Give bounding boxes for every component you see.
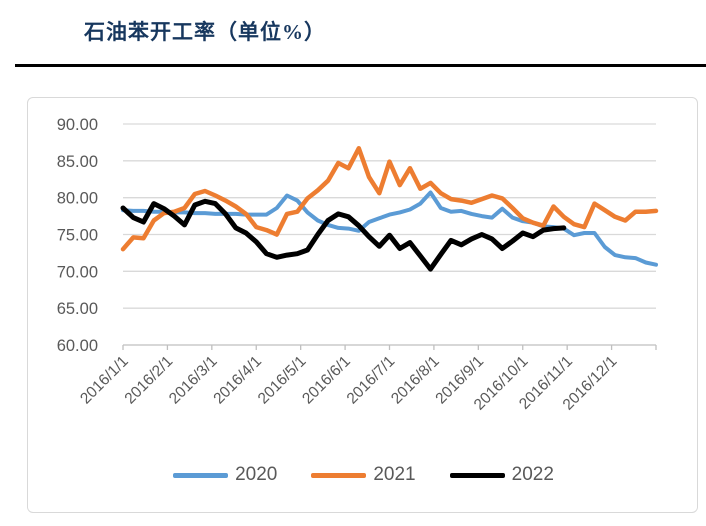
legend-item-2022: 2022: [449, 464, 554, 486]
legend-swatch-2022: [449, 472, 505, 478]
x-axis-label: 2016/1/1: [77, 353, 132, 408]
legend-swatch-2021: [311, 472, 367, 478]
legend-label-2020: 2020: [235, 464, 278, 485]
y-axis-label: 90.00: [57, 116, 98, 134]
line-chart: 60.00 65.00 70.00 75.00 80.00 85.00 90.00 2016/…: [57, 116, 659, 414]
y-axis-label: 60.00: [57, 337, 98, 355]
y-axis-label: 75.00: [57, 227, 98, 245]
title-rule: [15, 64, 706, 67]
y-axis-label: 85.00: [57, 153, 98, 171]
legend-label-2021: 2021: [373, 464, 416, 485]
y-axis-label: 65.00: [57, 300, 98, 318]
x-axis-label: 2016/4/1: [210, 353, 265, 408]
legend-item-2020: 2020: [173, 464, 277, 486]
chart-legend: 2020 2021 2022: [28, 464, 699, 486]
legend-label-2022: 2022: [511, 464, 554, 485]
x-axis-label: 2016/2/1: [122, 353, 177, 408]
y-axis-label: 80.00: [57, 190, 98, 208]
x-axis-label: 2016/7/1: [344, 353, 399, 408]
legend-swatch-2020: [173, 472, 229, 478]
y-axis-label: 70.00: [57, 263, 98, 281]
x-axis-label: 2016/6/1: [299, 353, 354, 408]
x-axis-label: 2016/3/1: [166, 353, 221, 408]
page-title: 石油苯开工率（单位%）: [84, 20, 326, 44]
x-axis-label: 2016/5/1: [255, 353, 310, 408]
x-axis-label: 2016/8/1: [388, 353, 443, 408]
legend-item-2021: 2021: [311, 464, 416, 486]
series-line-2020: [121, 190, 658, 267]
series-line-2022: [120, 198, 567, 272]
chart-card: 60.00 65.00 70.00 75.00 80.00 85.00 90.00 2016/…: [27, 97, 698, 513]
series-line-2021: [120, 146, 659, 252]
